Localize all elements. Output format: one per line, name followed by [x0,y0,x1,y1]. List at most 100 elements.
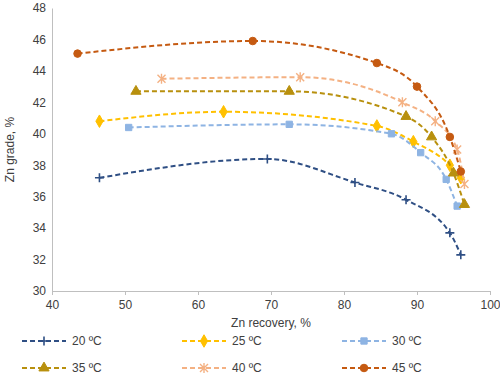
point [96,115,103,127]
legend-item: 25 ºC [182,334,262,348]
legend-item: 45 ºC [342,361,422,375]
y-tick-label: 44 [33,64,47,78]
point [95,173,104,182]
series-line [129,124,458,206]
y-tick: 38 [33,159,52,173]
x-tick-label: 50 [119,298,133,312]
legend-marker [360,364,368,372]
legend-item: 40 ºC [182,361,262,375]
y-tick: 36 [33,190,52,204]
x-tick-mark [198,291,199,295]
point [373,59,381,67]
legend-label: 20 ºC [72,334,102,348]
y-tick: 32 [33,253,52,267]
x-tick-label: 60 [192,298,206,312]
point [158,74,166,84]
x-tick-mark [271,291,272,295]
x-tick: 90 [411,291,425,312]
point [388,131,394,137]
point [446,133,454,141]
point [263,154,272,163]
point [460,179,468,189]
y-axis-line [52,9,53,292]
series-line [99,159,460,255]
series-group [74,37,470,259]
point [445,228,454,237]
chart: 40 50 60 70 80 90 100 30 32 34 36 38 40 42 44 46 48 Zn re… [0,0,500,381]
y-tick: 44 [33,64,52,78]
y-tick-label: 30 [33,284,47,298]
legend-label: 35 ºC [72,361,102,375]
x-tick-label: 100 [480,298,500,312]
point [413,83,421,91]
x-tick-mark [417,291,418,295]
point [417,149,423,155]
x-tick: 40 [46,291,60,312]
x-tick-mark [490,291,491,295]
legend-marker [39,362,49,371]
legend: 20 ºC 25 ºC 30 ºC 35 ºC 40 ºC 45 ºC [22,334,422,375]
point [220,106,227,118]
x-tick: 70 [265,291,279,312]
x-tick: 100 [480,291,500,312]
y-tick: 46 [33,33,52,47]
point [427,131,437,140]
point [431,116,439,126]
point [457,168,465,176]
point [401,111,411,120]
legend-item: 20 ºC [22,334,102,348]
point [131,85,141,94]
point [398,97,406,107]
y-tick-label: 32 [33,253,47,267]
y-tick-label: 36 [33,190,47,204]
x-tick-label: 90 [411,298,425,312]
point [456,250,465,259]
legend-marker [40,337,49,346]
y-tick-label: 38 [33,159,47,173]
y-tick-label: 46 [33,33,47,47]
legend-item: 30 ºC [342,334,422,348]
y-tick-label: 48 [33,1,47,15]
x-tick-mark [52,291,53,295]
point [249,37,257,45]
y-tick: 30 [33,284,52,298]
series-line [78,41,461,171]
legend-label: 25 ºC [232,334,262,348]
legend-marker [200,335,207,347]
y-tick: 42 [33,96,52,110]
y-axis: 30 32 34 36 38 40 42 44 46 48 [33,1,53,298]
x-tick: 50 [119,291,133,312]
plot-area: 40 50 60 70 80 90 100 30 32 34 36 38 40 42 44 46 48 [33,1,500,311]
y-tick-label: 40 [33,127,47,141]
legend-marker [200,363,208,373]
x-axis-title: Zn recovery, % [231,316,311,330]
legend-marker [361,338,367,344]
y-axis-title: Zn grade, % [3,116,17,182]
series-line [162,77,465,184]
point [350,178,359,187]
point [74,50,82,58]
point [286,121,292,127]
x-tick-mark [125,291,126,295]
point [284,85,294,94]
x-tick-label: 80 [338,298,352,312]
legend-item: 35 ºC [22,361,102,375]
y-tick: 48 [33,1,52,15]
legend-label: 30 ºC [392,334,422,348]
legend-label: 45 ºC [392,361,422,375]
series-line [99,112,460,178]
point [296,72,304,82]
point [125,124,131,130]
point [454,203,460,209]
x-axis: 40 50 60 70 80 90 100 [46,291,500,312]
x-tick: 60 [192,291,206,312]
point [402,195,411,204]
x-tick-label: 40 [46,298,60,312]
y-tick-label: 34 [33,221,47,235]
point [443,176,449,182]
x-tick-label: 70 [265,298,279,312]
y-tick: 34 [33,221,52,235]
legend-label: 40 ºC [232,361,262,375]
x-tick-mark [344,291,345,295]
point [459,199,469,208]
